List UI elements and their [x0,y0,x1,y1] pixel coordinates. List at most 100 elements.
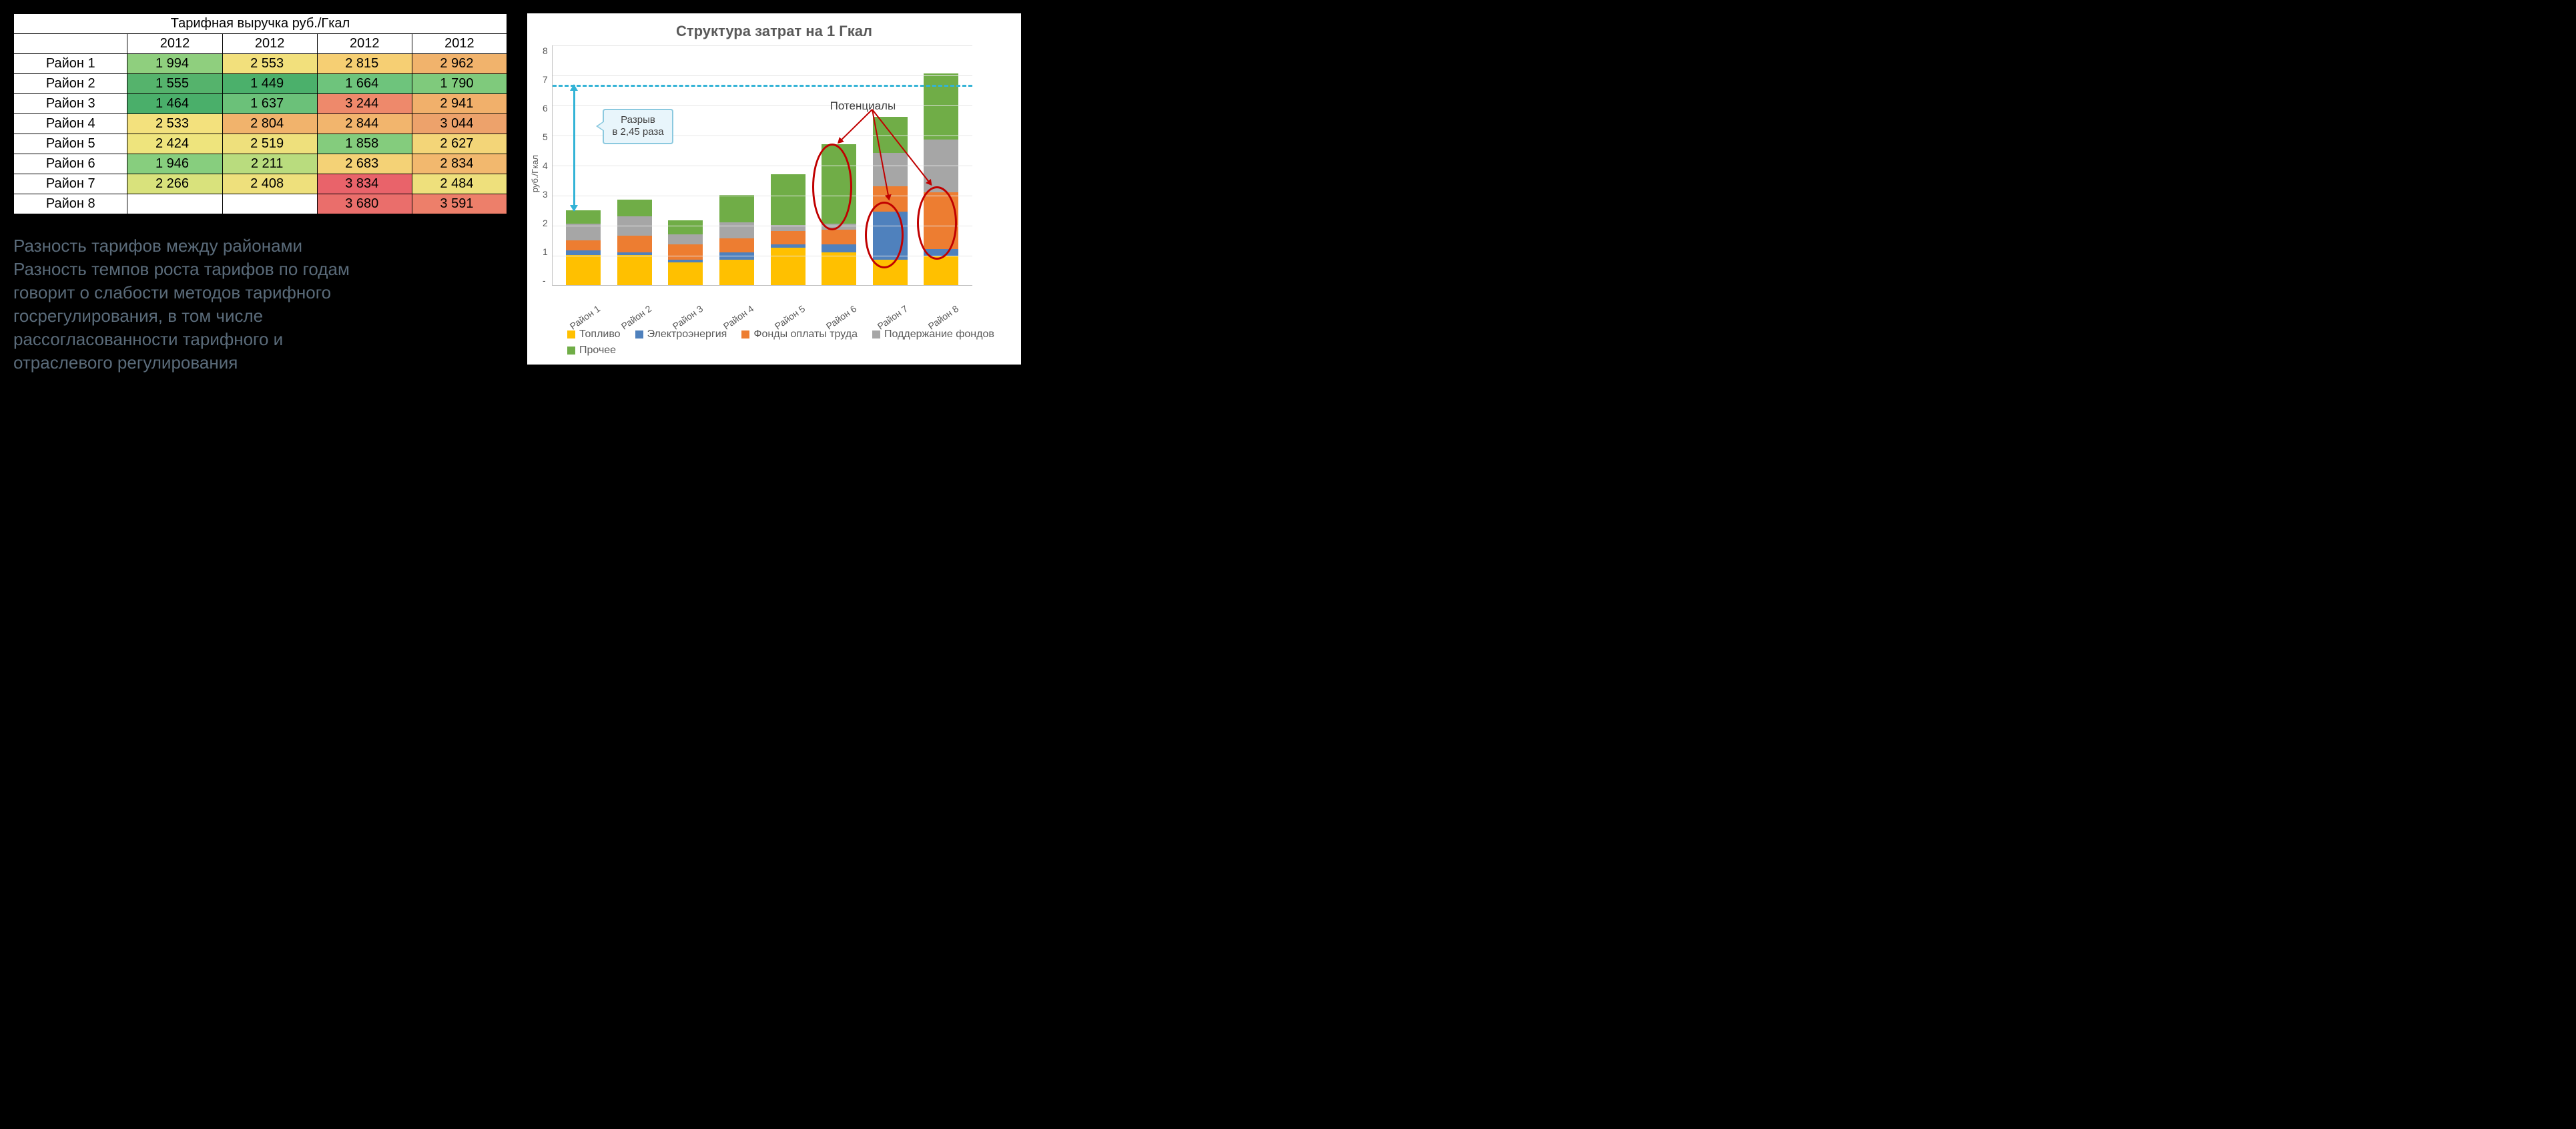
table-cell: 1 664 [317,74,412,94]
y-tick: 4 [543,160,548,171]
y-axis-label: руб./Гкал [527,155,543,192]
legend-label: Топливо [579,328,621,341]
y-tick: 8 [543,45,548,56]
table-cell: 1 994 [127,54,222,74]
highlight-ellipse [812,144,852,230]
bar [719,195,754,285]
bar-segment [617,255,652,285]
legend-swatch [872,330,880,338]
chart-title: Структура затрат на 1 Гкал [527,13,1021,45]
table-cell: 2 941 [412,94,507,114]
bar-segment [924,256,958,285]
y-tick: - [543,275,548,286]
table-row: Район 21 5551 4491 6641 790 [14,74,507,94]
col-header: 2012 [412,34,507,54]
bar-segment [771,248,806,285]
y-ticks: -12345678 [543,45,552,286]
legend-item: Прочее [567,345,616,357]
bar-segment [771,231,806,244]
bar-segment [822,244,856,252]
table-row: Район 52 4242 5191 8582 627 [14,134,507,154]
bar-segment [719,195,754,222]
cost-structure-chart: Структура затрат на 1 Гкал руб./Гкал -12… [527,13,1021,365]
bar-segment [924,73,958,140]
bar [566,210,601,286]
legend-swatch [567,347,575,355]
bar-segment [719,238,754,252]
table-cell: 2 815 [317,54,412,74]
bar-segment [617,236,652,252]
y-tick: 7 [543,74,548,85]
table-title: Тарифная выручка руб./Гкал [14,14,507,34]
table-cell: 1 464 [127,94,222,114]
table-cell: 2 424 [127,134,222,154]
table-cell: 2 266 [127,174,222,194]
row-label: Район 2 [14,74,127,94]
legend-label: Поддержание фондов [884,328,994,341]
bar-segment [719,260,754,285]
table-cell: 2 211 [222,154,317,174]
potentials-label: Потенциалы [830,99,896,113]
table-corner [14,34,127,54]
callout-line: в 2,45 раза [612,126,663,138]
legend-item: Электроэнергия [635,328,727,341]
table-row: Район 83 6803 591 [14,194,507,214]
bar-segment [668,220,703,234]
table-cell: 3 834 [317,174,412,194]
legend-item: Фонды оплаты труда [741,328,858,341]
col-header: 2012 [317,34,412,54]
bar-segment [668,234,703,245]
table-cell: 2 962 [412,54,507,74]
table-row: Район 61 9462 2112 6832 834 [14,154,507,174]
table-cell: 1 449 [222,74,317,94]
table-cell: 2 519 [222,134,317,154]
table-row: Район 42 5332 8042 8443 044 [14,114,507,134]
legend-label: Электроэнергия [647,328,727,341]
chart-plot: Разрывв 2,45 раза Потенциалы [552,45,972,286]
table-cell: 1 858 [317,134,412,154]
table-cell: 2 834 [412,154,507,174]
col-header: 2012 [222,34,317,54]
gap-callout: Разрывв 2,45 раза [603,109,673,145]
table-cell: 1 637 [222,94,317,114]
bar-segment [668,262,703,285]
table-cell: 2 484 [412,174,507,194]
y-tick: 3 [543,189,548,200]
table-cell [127,194,222,214]
table-cell [222,194,317,214]
row-label: Район 1 [14,54,127,74]
bar-segment [566,255,601,285]
bar-segment [873,153,908,186]
legend-swatch [567,330,575,338]
bar-segment [668,244,703,260]
col-header: 2012 [127,34,222,54]
table-cell: 1 555 [127,74,222,94]
bar [668,220,703,285]
table-row: Район 72 2662 4083 8342 484 [14,174,507,194]
bar [771,174,806,286]
table-cell: 3 044 [412,114,507,134]
bar-segment [566,240,601,251]
callout-line: Разрыв [621,114,655,126]
y-tick: 1 [543,246,548,257]
legend-swatch [635,330,643,338]
row-label: Район 3 [14,94,127,114]
table-cell: 2 844 [317,114,412,134]
row-label: Район 5 [14,134,127,154]
table-row: Район 31 4641 6373 2442 941 [14,94,507,114]
table-cell: 3 680 [317,194,412,214]
table-cell: 1 946 [127,154,222,174]
row-label: Район 4 [14,114,127,134]
bar-segment [617,200,652,216]
table-cell: 2 553 [222,54,317,74]
table-cell: 3 591 [412,194,507,214]
bar [617,200,652,285]
row-label: Район 7 [14,174,127,194]
table-cell: 1 790 [412,74,507,94]
bar-segment [771,174,806,226]
gap-arrow [573,85,575,211]
row-label: Район 6 [14,154,127,174]
bar-segment [566,210,601,224]
legend-label: Фонды оплаты труда [753,328,858,341]
table-row: Район 11 9942 5532 8152 962 [14,54,507,74]
